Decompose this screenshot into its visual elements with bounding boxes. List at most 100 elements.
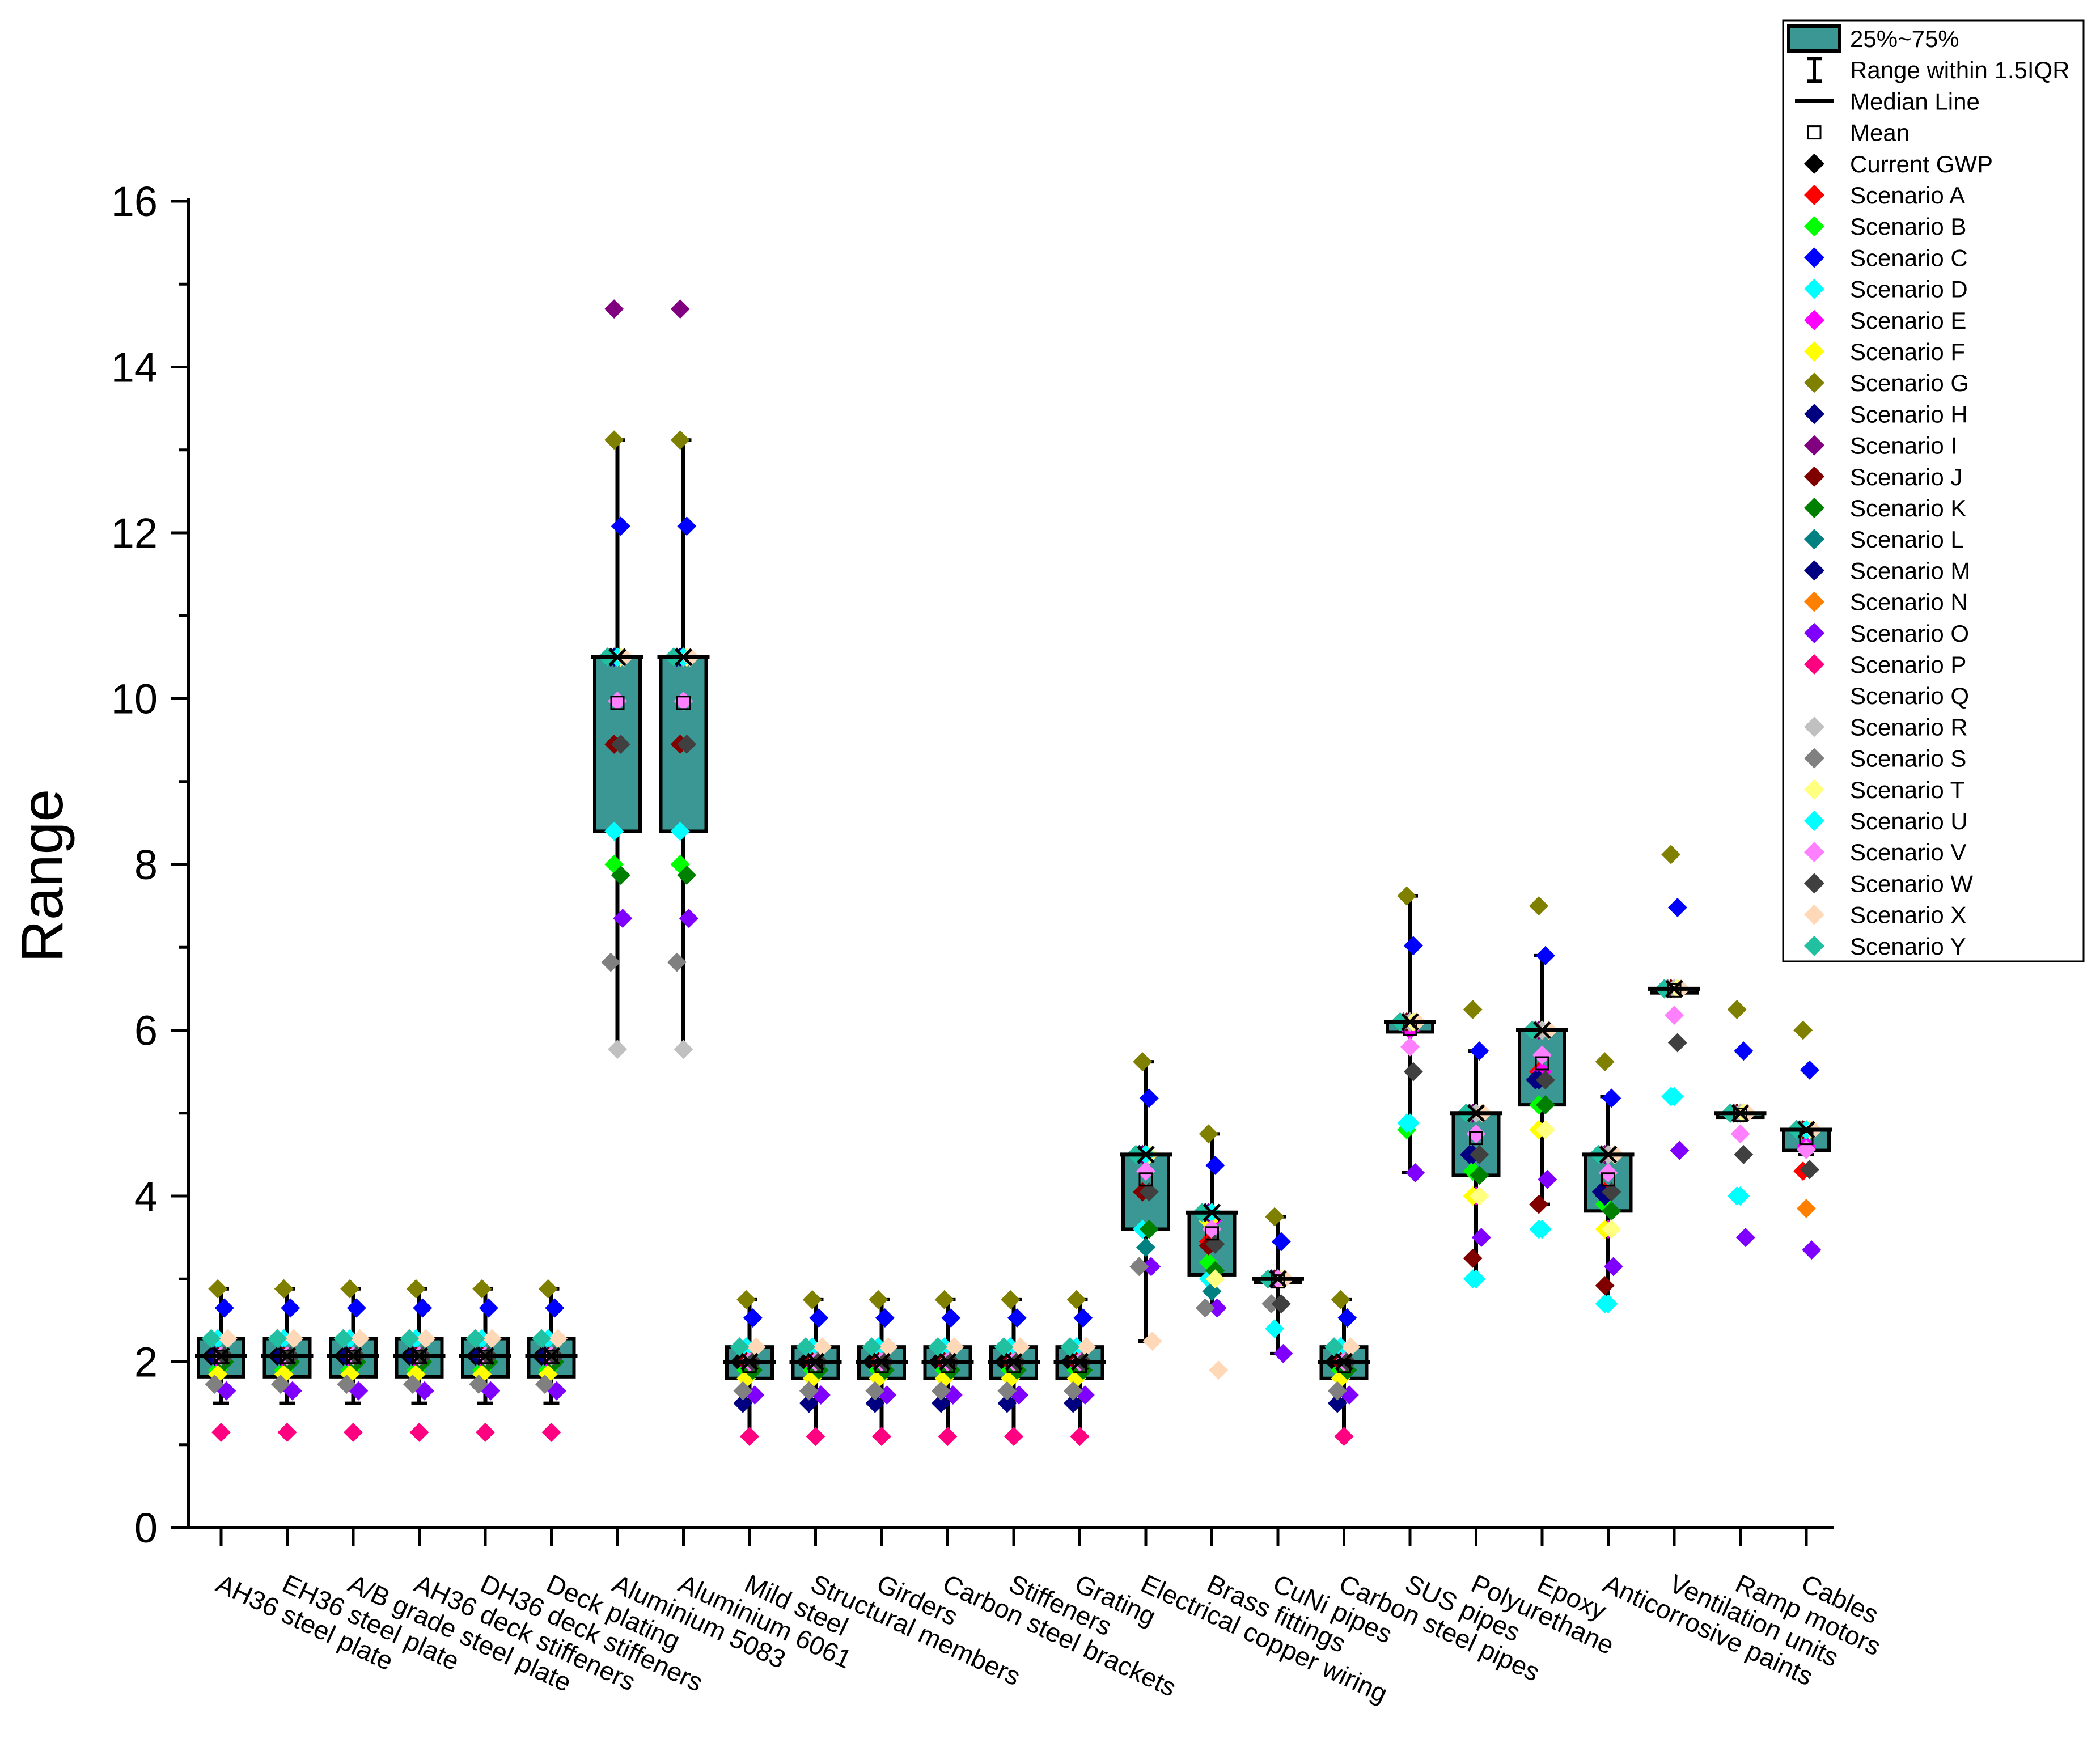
point-scenario-c xyxy=(1007,1308,1027,1328)
point-scenario-v xyxy=(1400,1037,1420,1057)
median-star xyxy=(410,1347,429,1366)
mean-marker xyxy=(1337,1359,1351,1373)
point-scenario-k xyxy=(1139,1219,1159,1239)
legend-entry-label: Scenario M xyxy=(1850,557,1970,584)
point-scenario-c xyxy=(1667,898,1687,918)
point-scenario-p xyxy=(938,1427,958,1447)
legend-entry-label: Scenario E xyxy=(1850,307,1966,334)
legend-icon-diamond xyxy=(1804,309,1824,330)
median-star xyxy=(1533,1021,1551,1040)
point-scenario-c xyxy=(1734,1041,1754,1061)
point-scenario-o xyxy=(1207,1298,1227,1318)
legend-entry-label: Mean xyxy=(1850,120,1910,146)
point-scenario-o xyxy=(1141,1257,1161,1277)
point-scenario-s xyxy=(601,952,621,972)
point-scenario-d xyxy=(1265,1319,1285,1338)
median-star xyxy=(740,1352,759,1371)
legend-icon-diamond xyxy=(1804,153,1824,174)
point-scenario-g xyxy=(1397,886,1417,906)
legend-icon-diamond xyxy=(1804,904,1824,925)
point-scenario-c xyxy=(1470,1041,1489,1061)
point-scenario-x xyxy=(878,1337,898,1357)
point-scenario-p xyxy=(277,1422,297,1442)
mean-marker xyxy=(280,1350,294,1364)
point-scenario-d xyxy=(670,821,690,841)
point-scenario-c xyxy=(1139,1088,1159,1108)
point-scenario-x xyxy=(1142,1331,1162,1351)
point-scenario-i xyxy=(670,299,690,319)
point-scenario-u xyxy=(1730,1186,1750,1206)
legend-icon-diamond xyxy=(1804,466,1824,487)
axes xyxy=(187,198,1834,1546)
point-scenario-t xyxy=(1205,1269,1225,1289)
median-star xyxy=(1005,1352,1023,1371)
legend-icon-diamond xyxy=(1804,779,1824,800)
legend-entry-label: Scenario O xyxy=(1850,620,1969,647)
point-scenario-p xyxy=(872,1427,891,1447)
mean-marker xyxy=(1469,1131,1483,1146)
legend-icon-diamond xyxy=(1804,935,1824,956)
point-scenario-m xyxy=(1591,1182,1611,1202)
legend-entry-label: Scenario G xyxy=(1850,370,1969,396)
legend-icon-diamond xyxy=(1804,404,1824,425)
point-scenario-g xyxy=(1595,1052,1615,1072)
point-scenario-v xyxy=(1136,1161,1155,1181)
point-scenario-g xyxy=(1529,896,1549,916)
point-scenario-o xyxy=(613,909,633,928)
point-scenario-w xyxy=(611,734,630,754)
median-star xyxy=(1070,1352,1089,1371)
point-scenario-u xyxy=(1532,1219,1552,1239)
legend-icon-diamond xyxy=(1804,529,1824,550)
point-scenario-s xyxy=(1195,1298,1215,1318)
point-scenario-v xyxy=(1665,1006,1684,1025)
point-scenario-o xyxy=(1405,1163,1425,1183)
point-scenario-s xyxy=(469,1374,489,1394)
point-scenario-c xyxy=(1337,1308,1357,1328)
y-tick-label: 6 xyxy=(134,1007,158,1054)
median-star xyxy=(344,1347,362,1366)
point-scenario-u xyxy=(1665,1087,1684,1106)
point-scenario-y xyxy=(532,1329,552,1349)
point-scenario-c xyxy=(1800,1060,1819,1080)
point-scenario-t xyxy=(1535,1120,1555,1139)
legend-entry-label: Range within 1.5IQR xyxy=(1850,57,2070,83)
legend-entry-label: Scenario Q xyxy=(1850,682,1969,709)
point-scenario-s xyxy=(403,1374,422,1394)
point-scenario-r xyxy=(674,1040,693,1059)
mean-marker xyxy=(1138,1172,1153,1187)
median-star xyxy=(1203,1203,1221,1222)
point-scenario-c xyxy=(281,1298,300,1318)
point-scenario-w xyxy=(1734,1144,1754,1164)
point-scenario-c xyxy=(809,1308,829,1328)
median-star xyxy=(938,1352,957,1371)
point-scenario-o xyxy=(1603,1257,1623,1277)
point-scenario-g xyxy=(1331,1290,1350,1309)
point-scenario-x xyxy=(1209,1360,1229,1380)
point-scenario-y xyxy=(994,1337,1014,1357)
point-scenario-g xyxy=(604,430,624,450)
mean-marker xyxy=(544,1350,558,1364)
point-scenario-c xyxy=(346,1298,366,1318)
legend-icon-diamond xyxy=(1804,654,1824,675)
point-scenario-l xyxy=(1136,1237,1155,1257)
point-scenario-g xyxy=(802,1290,822,1309)
point-scenario-g xyxy=(406,1279,426,1299)
point-scenario-s xyxy=(205,1374,225,1394)
point-scenario-w xyxy=(1470,1144,1489,1164)
legend-icon-diamond xyxy=(1804,278,1824,299)
point-scenario-g xyxy=(1001,1290,1021,1309)
point-scenario-s xyxy=(931,1381,951,1401)
y-tick-label: 2 xyxy=(134,1339,158,1386)
median-star xyxy=(608,648,626,667)
point-scenario-c xyxy=(1403,936,1423,956)
mean-marker xyxy=(676,696,691,710)
point-scenario-v xyxy=(1466,1124,1486,1144)
point-scenario-g xyxy=(340,1279,360,1299)
point-scenario-m xyxy=(1063,1393,1083,1413)
point-scenario-m xyxy=(1526,1070,1546,1090)
point-scenario-s xyxy=(337,1374,357,1394)
point-scenario-x xyxy=(350,1329,370,1349)
point-scenario-o xyxy=(1802,1240,1822,1260)
median-star xyxy=(1731,1104,1750,1122)
